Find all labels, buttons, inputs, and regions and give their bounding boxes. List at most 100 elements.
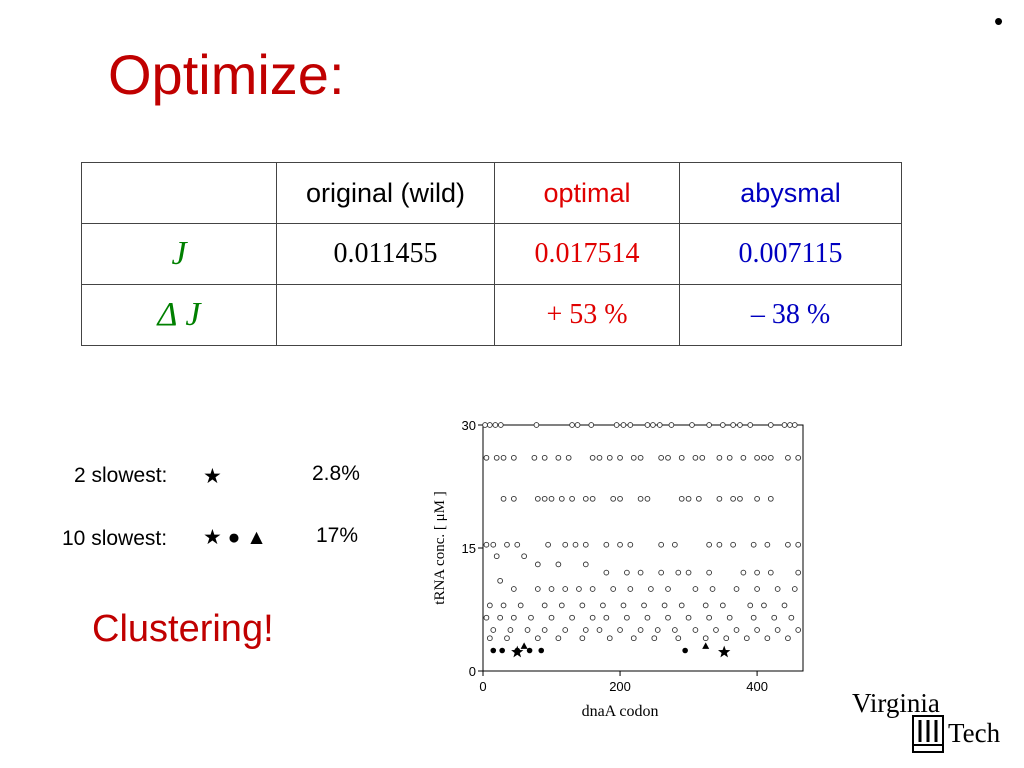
- data-point-open: [706, 541, 712, 548]
- data-point-open: [692, 627, 699, 633]
- slide-title: Optimize:: [108, 43, 345, 106]
- data-point-open: [788, 614, 795, 621]
- data-point-open: [716, 454, 723, 461]
- data-point-star: [718, 645, 731, 658]
- data-point-open: [767, 454, 774, 461]
- data-point-open: [781, 422, 788, 428]
- data-point-open: [534, 495, 541, 502]
- data-point-open: [754, 495, 760, 502]
- data-point-open: [555, 635, 562, 642]
- data-point-open: [627, 541, 634, 548]
- data-point-open: [617, 541, 623, 548]
- data-point-open: [678, 602, 685, 609]
- data-point-star: [511, 645, 524, 658]
- data-point-triangle: [702, 642, 710, 649]
- slide-bullet: •: [994, 6, 1004, 36]
- data-point-open: [627, 422, 634, 428]
- row-label-delta-j: Δ J: [81, 284, 277, 346]
- note-two-slowest-symbols: ★: [203, 465, 222, 488]
- data-point-open: [500, 602, 507, 609]
- data-point-open: [754, 586, 760, 592]
- note-ten-slowest-label: 10 slowest:: [62, 527, 168, 550]
- data-point-open: [493, 454, 500, 461]
- x-tick-label: 200: [609, 679, 631, 694]
- data-point-open: [713, 627, 719, 633]
- data-point-open: [630, 454, 637, 461]
- value-j-optimal: 0.017514: [494, 223, 680, 285]
- data-point-open: [774, 586, 781, 592]
- data-point-open: [541, 602, 548, 609]
- data-point-open: [548, 495, 555, 502]
- data-point-filled: [499, 647, 505, 654]
- data-point-open: [490, 627, 497, 633]
- note-ten-slowest-value: 17%: [316, 524, 359, 547]
- data-point-open: [555, 561, 562, 568]
- data-point-open: [606, 454, 613, 461]
- data-point-open: [754, 454, 760, 461]
- data-point-open: [740, 569, 747, 576]
- header-optimal: optimal: [494, 162, 680, 224]
- data-point-open: [761, 454, 767, 461]
- data-point-open: [492, 422, 499, 428]
- data-point-open: [624, 569, 630, 576]
- data-point-open: [733, 627, 740, 633]
- data-point-open: [582, 561, 589, 568]
- data-point-open: [613, 422, 620, 428]
- value-j-original: 0.011455: [276, 223, 495, 285]
- data-point-open: [490, 541, 497, 548]
- data-point-open: [743, 635, 750, 642]
- table-header-row: original (wild) optimal abysmal: [81, 162, 902, 224]
- data-point-open: [579, 602, 586, 609]
- note-two-slowest-value: 2.8%: [312, 462, 360, 485]
- data-point-open: [541, 454, 548, 461]
- data-point-open: [617, 454, 623, 461]
- x-tick-label: 400: [746, 679, 768, 694]
- clustering-conclusion: Clustering!: [92, 608, 274, 650]
- data-point-open: [497, 614, 503, 621]
- data-point-open: [624, 614, 630, 621]
- data-point-open: [754, 627, 760, 633]
- data-point-open: [791, 586, 798, 592]
- data-point-open: [637, 569, 644, 576]
- data-point-open: [627, 586, 634, 592]
- data-point-open: [603, 541, 610, 548]
- data-point-open: [565, 454, 572, 461]
- note-ten-slowest-symbols: ★ ● ▲: [203, 526, 267, 549]
- data-point-open: [767, 569, 774, 576]
- data-point-open: [644, 495, 651, 502]
- data-point-open: [562, 627, 569, 633]
- data-point-open: [641, 602, 647, 609]
- data-point-open: [719, 602, 726, 609]
- data-point-open: [548, 586, 555, 592]
- data-point-open: [558, 602, 565, 609]
- plot-axes: 0 200 400 0 15 30: [462, 418, 804, 694]
- plot-marks: [482, 422, 802, 658]
- data-point-open: [767, 495, 774, 502]
- data-point-open: [517, 602, 524, 609]
- data-point-open: [500, 495, 507, 502]
- row-label-j: J: [81, 223, 277, 285]
- data-point-open: [596, 454, 603, 461]
- data-point-open: [747, 422, 754, 428]
- plot-frame: [482, 424, 804, 672]
- data-point-filled: [538, 647, 545, 654]
- data-point-open: [569, 495, 575, 502]
- y-tick-label: 0: [469, 664, 476, 679]
- data-point-open: [668, 422, 675, 428]
- header-original: original (wild): [276, 162, 495, 224]
- data-point-open: [795, 454, 802, 461]
- data-point-open: [510, 614, 517, 621]
- data-point-open: [589, 495, 596, 502]
- data-point-open: [483, 541, 490, 548]
- data-point-open: [706, 422, 712, 428]
- data-point-open: [787, 422, 793, 428]
- data-point-open: [672, 627, 678, 633]
- table-row-delta-j: Δ J + 53 % – 38 %: [81, 284, 902, 346]
- data-point-open: [733, 586, 740, 592]
- data-point-open: [534, 561, 541, 568]
- data-point-open: [582, 627, 589, 633]
- data-point-open: [510, 495, 517, 502]
- data-point-open: [678, 454, 685, 461]
- data-point-open: [504, 635, 510, 642]
- data-point-open: [589, 586, 596, 592]
